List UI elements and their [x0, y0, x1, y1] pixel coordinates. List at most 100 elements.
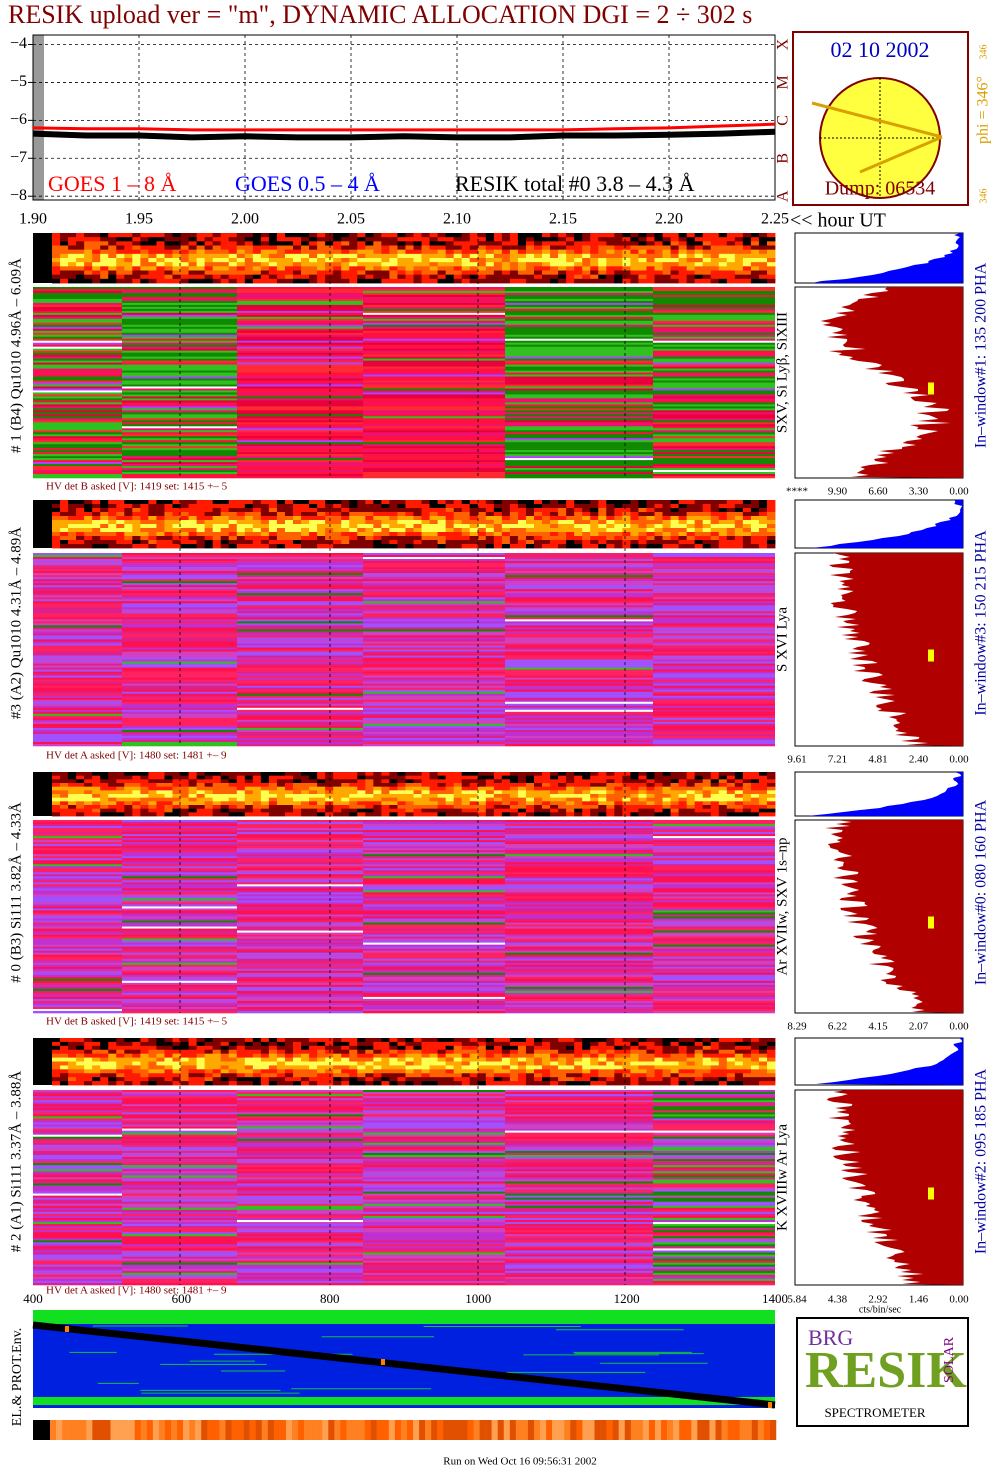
spectrogram-row	[363, 858, 505, 861]
strip-cell	[148, 262, 157, 267]
spectrogram-row	[33, 398, 122, 401]
strip-cell	[766, 779, 776, 784]
strip-cell	[381, 253, 390, 259]
spectrogram-row	[653, 356, 775, 359]
spectrogram-row	[33, 595, 122, 598]
spectrogram-row	[33, 852, 122, 855]
strip-cell	[758, 536, 768, 541]
spectrogram-row	[122, 958, 237, 962]
spectrogram-row	[33, 954, 122, 958]
strip-cell	[550, 516, 559, 521]
spectrogram-row	[363, 874, 505, 877]
spectrogram-row	[33, 705, 122, 709]
strip-cell	[638, 812, 647, 817]
spectrogram-row	[122, 364, 237, 367]
strip-cell	[702, 536, 712, 541]
strip-cell	[341, 278, 350, 284]
strip-cell	[309, 528, 318, 533]
strip-cell	[172, 794, 181, 799]
spectrogram-row	[237, 998, 363, 1002]
spectrogram-row	[505, 571, 653, 574]
strip-cell	[204, 805, 214, 810]
spectrogram-row	[363, 456, 505, 459]
spectrogram-row	[237, 300, 363, 304]
strip-cell	[373, 237, 382, 242]
spectrogram-row	[653, 344, 775, 347]
strip-cell	[204, 808, 214, 813]
strip-cell	[638, 775, 647, 780]
strip-cell	[148, 512, 157, 517]
strip-cell	[284, 779, 294, 784]
spectrogram-row	[363, 675, 505, 678]
spectrogram-row	[363, 290, 505, 294]
strip-cell	[622, 532, 631, 537]
spectrogram-row	[363, 731, 505, 735]
spectrogram-row	[237, 1006, 363, 1010]
strip-cell	[108, 544, 117, 549]
strip-cell	[670, 805, 679, 810]
spectrogram-row	[33, 440, 122, 443]
strip-cell	[188, 233, 197, 238]
spectrogram-row	[33, 739, 122, 743]
strip-cell	[236, 270, 246, 276]
strip-cell	[686, 812, 696, 817]
strip-cell	[389, 500, 398, 505]
spectrogram-row	[653, 320, 775, 324]
spectrogram-row	[363, 555, 505, 558]
strip-cell	[389, 504, 398, 509]
strip-cell	[373, 520, 382, 525]
strip-cell	[228, 278, 238, 284]
strip-cell	[293, 783, 302, 788]
strip-cell	[638, 262, 647, 267]
spectrogram-row	[363, 611, 505, 614]
strip-cell	[397, 779, 406, 784]
spectrogram-row	[33, 876, 122, 879]
strip-cell	[301, 258, 310, 263]
spectrogram-row	[122, 934, 237, 937]
strip-cell	[100, 253, 109, 259]
strip-cell	[212, 812, 222, 817]
strip-cell	[461, 775, 471, 780]
strip-cell	[397, 258, 406, 263]
spectrogram-row	[653, 860, 775, 863]
strip-cell	[654, 253, 663, 259]
strip-cell	[196, 524, 206, 529]
strip-cell	[517, 520, 527, 525]
spectrogram-row	[505, 952, 653, 955]
strip-cell	[268, 790, 278, 795]
strip-cell	[622, 779, 631, 784]
spectrogram-row	[505, 914, 653, 917]
spectrogram-row	[122, 460, 237, 463]
strip-cell	[228, 808, 238, 813]
spectrogram-row	[505, 715, 653, 719]
strip-cell	[84, 536, 93, 541]
strip-cell	[164, 274, 173, 280]
strip-cell	[582, 797, 591, 802]
strip-cell	[309, 262, 318, 267]
strip-cell	[397, 278, 406, 284]
strip-cell	[525, 508, 535, 513]
strip-cell	[124, 253, 133, 259]
strip-cell	[590, 772, 599, 777]
strip-cell	[574, 797, 583, 802]
spectrogram-row	[33, 288, 122, 292]
strip-cell	[710, 508, 720, 513]
spectrogram-row	[33, 350, 122, 353]
strip-cell	[164, 508, 173, 513]
strip-cell	[598, 790, 607, 795]
spectrogram-row	[363, 348, 505, 351]
strip-cell	[236, 258, 246, 263]
spectrogram-row	[237, 366, 363, 369]
strip-cell	[590, 790, 599, 795]
strip-cell	[236, 783, 246, 788]
strip-cell	[485, 797, 495, 802]
strip-cell	[630, 253, 639, 259]
strip-cell	[268, 270, 278, 276]
spectrogram-row	[653, 324, 775, 328]
strip-cell	[293, 794, 302, 799]
strip-cell	[638, 520, 647, 525]
spectrogram-row	[122, 569, 237, 572]
hist-small	[810, 500, 963, 548]
strip-cell	[108, 253, 117, 259]
spectrogram-row	[237, 633, 363, 636]
